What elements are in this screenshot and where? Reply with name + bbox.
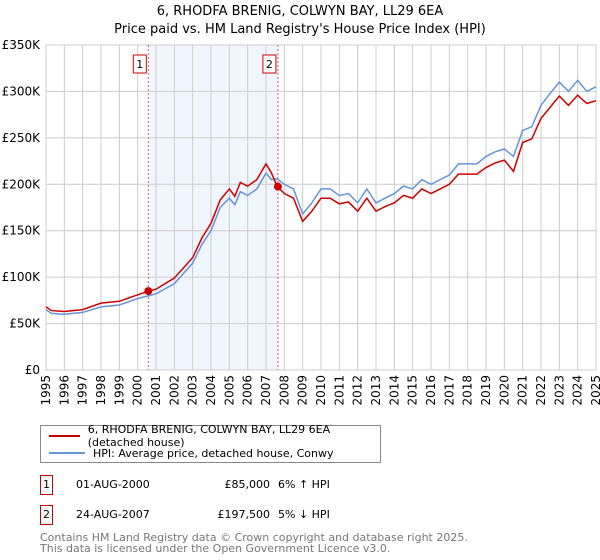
x-tick-label: 2003 xyxy=(186,375,200,406)
red-line-swatch xyxy=(49,435,80,437)
x-tick-label: 2024 xyxy=(571,375,585,406)
x-tick-label: 2021 xyxy=(516,375,530,406)
x-tick-label: 2000 xyxy=(131,375,145,406)
x-tick-label: 2018 xyxy=(461,375,475,406)
marker-badge: 2 xyxy=(40,505,53,525)
sale-label-box xyxy=(262,54,277,74)
plot-frame xyxy=(45,44,597,371)
y-tick-label: £200K xyxy=(2,177,42,191)
legend-hpi: HPI: Average price, detached house, Conw… xyxy=(93,446,334,460)
transaction-hpi: 5% ↓ HPI xyxy=(278,508,330,521)
series-line xyxy=(45,94,597,313)
x-tick-label: 2023 xyxy=(552,375,566,406)
transaction-date: 01-AUG-2000 xyxy=(76,478,150,491)
footer-copyright: Contains HM Land Registry data © Crown c… xyxy=(40,531,468,544)
y-tick-label: £350K xyxy=(2,38,42,52)
transaction-price: £85,000 xyxy=(224,478,271,491)
blue-line-swatch xyxy=(49,452,85,454)
sale-label: 2 xyxy=(266,58,273,71)
x-tick-label: 2011 xyxy=(332,375,346,406)
x-tick-label: 2019 xyxy=(479,375,493,406)
transaction-price: £197,500 xyxy=(217,508,271,521)
price-chart: £0 £50K £100K £150K £200K £250K £300K £350K 1995… xyxy=(2,38,600,406)
x-tick-label: 2017 xyxy=(442,375,456,406)
x-tick-label: 2006 xyxy=(241,375,255,406)
x-tick-label: 1995 xyxy=(39,375,53,406)
transaction-row: 2 24-AUG-2007 £197,500 5% ↓ HPI xyxy=(40,505,540,525)
sale-point xyxy=(144,287,153,296)
transaction-hpi: 6% ↑ HPI xyxy=(278,478,330,491)
y-tick-label: £100K xyxy=(2,270,42,284)
x-tick-label: 2016 xyxy=(424,375,438,406)
chart-subtitle: Price paid vs. HM Land Registry's House … xyxy=(114,22,486,37)
x-tick-label: 2004 xyxy=(204,375,218,406)
x-tick-label: 2025 xyxy=(589,375,600,406)
transaction-date: 24-AUG-2007 xyxy=(76,508,150,521)
chart-title: 6, RHODFA BRENIG, COLWYN BAY, LL29 6EA xyxy=(156,4,444,19)
x-tick-label: 1996 xyxy=(57,375,71,406)
y-tick-label: £0 xyxy=(25,363,40,377)
x-tick-label: 2010 xyxy=(314,375,328,406)
x-tick-label: 2015 xyxy=(406,375,420,406)
x-tick-label: 2014 xyxy=(387,375,401,406)
marker-badge: 1 xyxy=(40,475,53,495)
y-tick-label: £150K xyxy=(2,224,42,238)
x-tick-label: 2012 xyxy=(351,375,365,406)
sale-label: 1 xyxy=(136,58,143,71)
x-tick-label: 2001 xyxy=(149,375,163,406)
x-tick-label: 2022 xyxy=(534,375,548,406)
series-line xyxy=(45,79,597,316)
x-tick-label: 2013 xyxy=(369,375,383,406)
footer-licence: This data is licensed under the Open Gov… xyxy=(40,542,391,555)
x-tick-label: 2008 xyxy=(277,375,291,406)
x-tick-label: 2005 xyxy=(222,375,236,406)
x-tick-label: 2007 xyxy=(259,375,273,406)
transaction-row: 1 01-AUG-2000 £85,000 6% ↑ HPI xyxy=(40,475,540,495)
legend-property: 6, RHODFA BRENIG, COLWYN BAY, LL29 6EA (… xyxy=(87,423,331,449)
x-tick-label: 1997 xyxy=(76,375,90,406)
shaded-period xyxy=(148,45,278,370)
x-tick-label: 2002 xyxy=(167,375,181,406)
y-tick-label: £50K xyxy=(9,317,41,331)
x-tick-label: 2020 xyxy=(497,375,511,406)
x-tick-label: 1999 xyxy=(112,375,126,406)
legend: 6, RHODFA BRENIG, COLWYN BAY, LL29 6EA (… xyxy=(40,423,381,463)
sale-point xyxy=(273,182,282,191)
y-tick-label: £250K xyxy=(2,131,42,145)
sale-label-box xyxy=(132,54,147,74)
y-tick-label: £300K xyxy=(2,84,42,98)
x-tick-label: 1998 xyxy=(94,375,108,406)
x-tick-label: 2009 xyxy=(296,375,310,406)
